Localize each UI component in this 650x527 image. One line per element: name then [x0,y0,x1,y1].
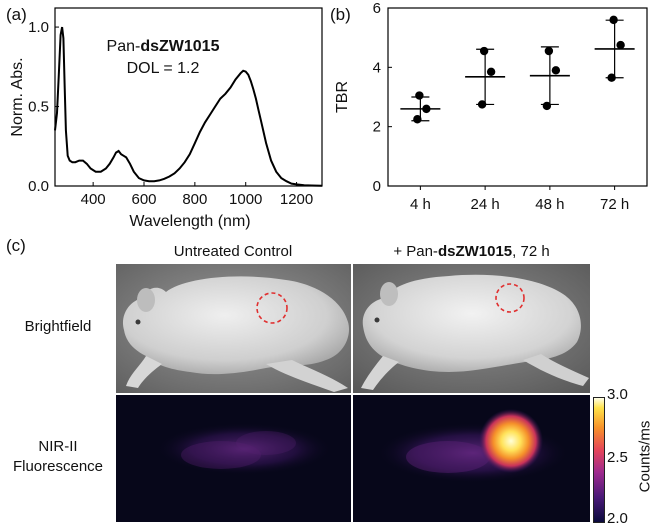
fluorescence-treated-image [353,395,590,522]
tbr-point [487,68,495,76]
absorbance-x-tick-label: 1200 [280,191,313,208]
tbr-y-tick-label: 2 [373,119,381,136]
tbr-point [422,105,430,113]
panel-c-label: (c) [6,236,26,256]
row-label-brightfield: Brightfield [0,317,116,337]
tbr-x-tick-label: 4 h [410,196,431,213]
colorbar-tick-top: 3.0 [607,386,628,403]
dye-annotation: Pan-dsZW1015 [107,38,220,55]
tbr-marks [400,16,634,124]
column-title-treated: + Pan-dsZW1015, 72 h [353,243,590,260]
tumor-hotspot [479,409,543,473]
tbr-point [413,115,421,123]
tbr-x-tick-label: 72 h [600,196,629,213]
colorbar-label: Counts/ms [637,397,650,517]
absorbance-y-tick-label: 0.0 [28,178,49,195]
tbr-y-tick-label: 6 [373,0,381,17]
tbr-x-tick-label: 24 h [471,196,500,213]
absorbance-x-tick-label: 600 [131,191,156,208]
tbr-chart: 4 h 24 h 48 h 72 h 0 2 4 6 TBR [325,0,650,232]
colorbar-tick-bottom: 2.0 [607,510,628,527]
tbr-point [607,74,615,82]
tbr-point [415,91,423,99]
tbr-point [478,100,486,108]
colorbar [593,397,605,523]
dol-annotation: DOL = 1.2 [127,60,200,77]
tbr-ticks: 4 h 24 h 48 h 72 h 0 2 4 6 [373,0,630,213]
tbr-point [552,66,560,74]
absorbance-x-tick-label: 800 [182,191,207,208]
tbr-y-tick-label: 0 [373,178,381,195]
absorbance-x-tick-label: 400 [81,191,106,208]
brightfield-treated-image [353,264,590,393]
absorbance-y-tick-label: 0.5 [28,99,49,116]
tbr-point [609,16,617,24]
tbr-y-tick-label: 4 [373,59,381,76]
tbr-x-tick-label: 48 h [535,196,564,213]
absorbance-y-tick-label: 1.0 [28,19,49,36]
tbr-y-label: TBR [334,81,351,113]
tbr-point [545,47,553,55]
column-title-control: Untreated Control [116,243,350,260]
absorbance-x-tick-label: 1000 [229,191,262,208]
absorbance-frame [55,8,322,186]
absorbance-y-label: Norm. Abs. [9,57,26,136]
absorbance-x-label: Wavelength (nm) [129,213,250,230]
tbr-point [616,41,624,49]
colorbar-tick-mid: 2.5 [607,449,628,466]
tbr-point [480,47,488,55]
fluorescence-control-image [116,395,351,522]
absorbance-axes [55,8,322,186]
tbr-point [543,102,551,110]
brightfield-control-image [116,264,351,393]
row-label-fluorescence: NIR-II Fluorescence [0,437,116,477]
